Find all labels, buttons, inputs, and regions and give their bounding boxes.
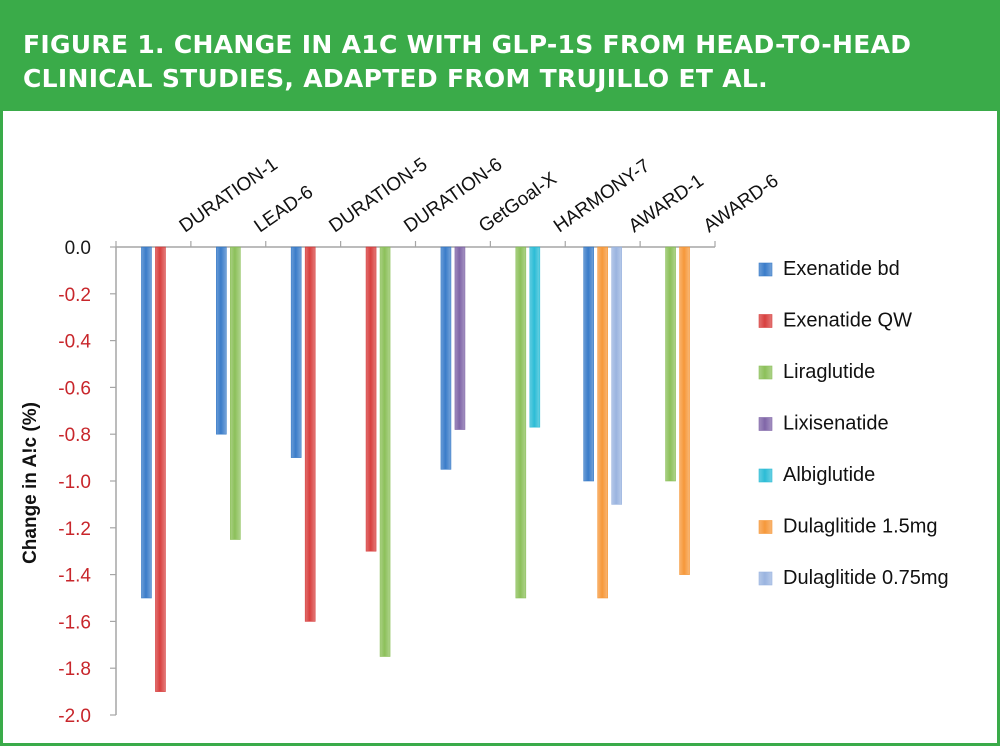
bar-dulaglitide-1-5mg-award-1 (597, 246, 608, 599)
bar-exenatide-bd-duration-1 (141, 246, 152, 599)
bar-liraglutide-duration-6 (379, 246, 391, 657)
bar-chart: 0.0 -0.2 -0.4 -0.6 -0.8 -1.0 -1.2 -1.4 -1.6 -1.8 -… (20, 154, 949, 727)
y-tick-label: -1.2 (58, 519, 91, 540)
bar-dulaglitide-1-5mg-award-6 (679, 246, 690, 575)
legend-label: Liraglutide (783, 361, 875, 383)
bar-exenatide-qw-duration-5 (304, 246, 316, 622)
legend-label: Albiglutide (783, 464, 875, 486)
bar-exenatide-qw-duration-6 (365, 246, 377, 552)
bar-exenatide-bd-getgoal-x (440, 246, 452, 470)
y-tick-label: -2.0 (58, 706, 91, 727)
y-tick-label: -0.2 (58, 285, 91, 306)
legend-label: Dulaglitide 1.5mg (783, 516, 938, 538)
y-axis-label: Change in A!c (%) (20, 402, 41, 564)
y-tick-label: -0.4 (58, 332, 91, 353)
bar-albiglutide-harmony-7 (529, 246, 541, 428)
legend-swatch (758, 417, 773, 431)
bar-dulaglitide-0-75mg-award-1 (611, 246, 622, 505)
legend-swatch (758, 520, 773, 534)
category-label: LEAD-6 (251, 182, 318, 237)
legend-label: Dulaglitide 0.75mg (783, 567, 949, 589)
legend-swatch (758, 468, 773, 483)
legend-swatch (758, 365, 773, 380)
legend-label: Exenatide bd (783, 258, 900, 280)
figure-title: FIGURE 1. CHANGE IN A1C WITH GLP-1S FROM… (23, 30, 912, 93)
legend-swatch (758, 314, 773, 328)
legend-swatch (758, 571, 773, 586)
bar-exenatide-bd-lead-6 (216, 246, 227, 435)
y-tick-label: -1.6 (58, 612, 91, 633)
legend-label: Lixisenatide (783, 413, 889, 435)
bar-lixisenatide-getgoal-x (454, 246, 466, 430)
y-tick-label: 0.0 (65, 238, 91, 259)
bar-liraglutide-lead-6 (230, 246, 241, 540)
figure-header: FIGURE 1. CHANGE IN A1C WITH GLP-1S FROM… (3, 3, 1000, 111)
y-tick-label: -0.8 (58, 425, 91, 446)
bar-liraglutide-harmony-7 (515, 246, 527, 599)
bar-exenatide-qw-duration-1 (155, 246, 166, 692)
y-tick-label: -1.8 (58, 659, 91, 680)
category-label: AWARD-6 (700, 170, 783, 237)
y-tick-label: -0.6 (58, 378, 91, 399)
bar-exenatide-bd-duration-5 (290, 246, 302, 458)
bar-liraglutide-award-6 (665, 246, 676, 482)
legend-label: Exenatide QW (783, 310, 912, 332)
legend-swatch (758, 262, 773, 277)
y-tick-label: -1.4 (58, 566, 91, 587)
y-tick-label: -1.0 (58, 472, 91, 493)
bar-exenatide-bd-award-1 (583, 246, 594, 482)
